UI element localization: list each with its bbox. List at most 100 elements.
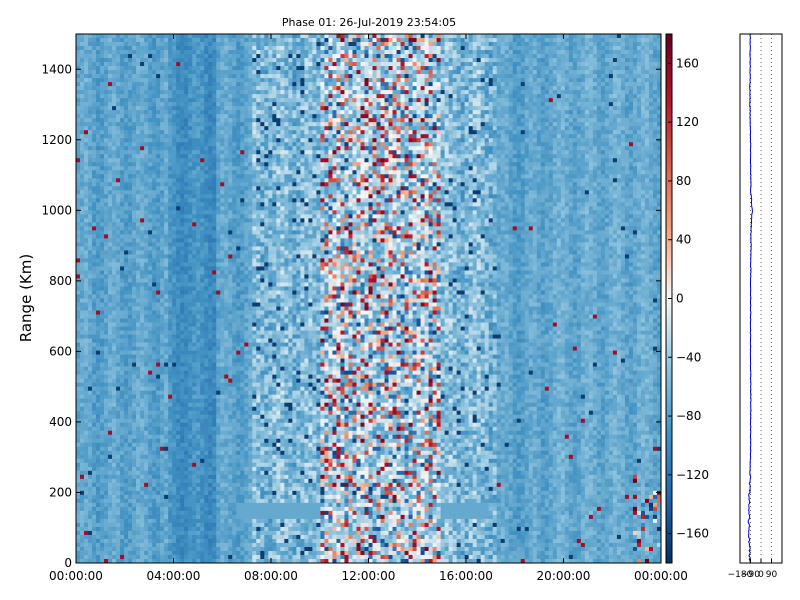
heatmap-cell [92, 338, 97, 343]
heatmap-cell [100, 286, 105, 291]
heatmap-cell [184, 178, 189, 183]
heatmap-cell [164, 194, 169, 199]
heatmap-cell [208, 142, 213, 147]
heatmap-cell [80, 154, 85, 159]
heatmap-cell [108, 434, 113, 440]
heatmap-cell [156, 358, 161, 363]
heatmap-cell [152, 210, 157, 215]
heatmap-cell [92, 274, 97, 279]
heatmap-cell [172, 334, 177, 339]
heatmap-cell [160, 378, 165, 383]
heatmap-cell [176, 470, 181, 476]
heatmap-cell [100, 426, 105, 432]
heatmap-cell [80, 78, 85, 83]
heatmap-cell [156, 530, 161, 536]
heatmap-cell [76, 82, 81, 87]
heatmap-cell [144, 478, 149, 484]
heatmap-cell [92, 58, 97, 63]
heatmap-cell [224, 442, 229, 448]
heatmap-cell [108, 242, 113, 247]
heatmap-cell [196, 70, 201, 75]
heatmap-cell [184, 158, 189, 163]
heatmap-cell [184, 442, 189, 448]
heatmap-cell [112, 406, 117, 412]
heatmap-cell [100, 314, 105, 319]
heatmap-cell [108, 58, 113, 63]
heatmap-cell [80, 522, 85, 528]
heatmap-cell [200, 118, 205, 123]
heatmap-cell [96, 546, 101, 552]
heatmap-cell [116, 206, 121, 211]
heatmap-cell [108, 558, 113, 564]
heatmap-cell [92, 358, 97, 363]
heatmap-cell [100, 526, 105, 532]
heatmap-cell [160, 366, 165, 371]
heatmap-cell [76, 154, 81, 159]
heatmap-cell [176, 374, 181, 379]
heatmap-cell [84, 394, 89, 399]
heatmap-cell [172, 366, 177, 371]
heatmap-cell [76, 182, 81, 187]
heatmap-cell [200, 418, 205, 424]
heatmap-cell [116, 418, 121, 424]
heatmap-cell [220, 322, 225, 327]
heatmap-cell [172, 234, 177, 239]
heatmap-cell [100, 54, 105, 59]
heatmap-cell [204, 106, 209, 111]
heatmap-cell [200, 250, 205, 255]
heatmap-cell [160, 190, 165, 195]
heatmap-cell [220, 50, 225, 55]
heatmap-cell [212, 346, 217, 351]
heatmap-cell [164, 178, 169, 183]
heatmap-cell [84, 558, 89, 564]
heatmap-cell [172, 278, 177, 283]
heatmap-cell [204, 350, 209, 355]
heatmap-cell [132, 502, 137, 508]
heatmap-cell [112, 390, 117, 395]
heatmap-cell [80, 302, 85, 307]
heatmap-cell [112, 118, 117, 123]
heatmap-cell [212, 70, 217, 75]
heatmap-cell [148, 170, 153, 175]
heatmap-cell [216, 426, 221, 432]
heatmap-cell [76, 282, 81, 287]
heatmap-cell [76, 106, 81, 111]
heatmap-cell [160, 222, 165, 227]
heatmap-cell [200, 258, 205, 263]
heatmap-cell [160, 274, 165, 279]
heatmap-cell [92, 534, 97, 540]
heatmap-cell [160, 166, 165, 171]
heatmap-cell [192, 314, 197, 319]
heatmap-cell [224, 146, 229, 151]
heatmap-cell [112, 202, 117, 207]
heatmap-cell [220, 218, 225, 223]
heatmap-cell [108, 546, 113, 552]
heatmap-cell [108, 402, 113, 408]
heatmap-cell [192, 274, 197, 279]
heatmap-cell [96, 374, 101, 379]
heatmap-cell [168, 110, 173, 115]
heatmap-cell [212, 170, 217, 175]
heatmap-cell [192, 450, 197, 456]
heatmap-cell [224, 262, 229, 267]
heatmap-cell [120, 242, 125, 247]
heatmap-cell [92, 230, 97, 235]
heatmap-cell [212, 178, 217, 183]
heatmap-cell [152, 430, 157, 436]
heatmap-cell [136, 550, 141, 556]
heatmap-cell [132, 106, 137, 111]
heatmap-cell [128, 506, 133, 512]
heatmap-cell [100, 334, 105, 339]
heatmap-cell [164, 538, 169, 544]
heatmap-cell [180, 326, 185, 331]
heatmap-cell [164, 470, 169, 476]
heatmap-cell [140, 550, 145, 556]
heatmap-cell [76, 374, 81, 379]
heatmap-cell [156, 458, 161, 464]
heatmap-cell [104, 362, 109, 367]
heatmap-cell [80, 42, 85, 47]
heatmap-cell [180, 338, 185, 343]
heatmap-cell [128, 170, 133, 175]
heatmap-cell [116, 222, 121, 227]
heatmap-cell [104, 310, 109, 315]
